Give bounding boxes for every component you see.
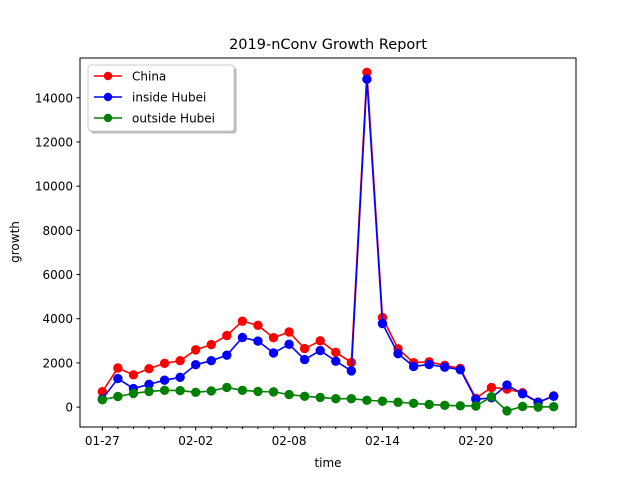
data-point-outside-hubei (159, 385, 170, 396)
axes-frame (79, 57, 577, 428)
legend-label-china: China (132, 70, 166, 84)
legend-label-inside-hubei: inside Hubei (132, 91, 206, 105)
y-axis: 0 2000 4000 6000 8000 10000 12000 14000 (35, 91, 80, 415)
data-point-outside-hubei (408, 398, 419, 409)
legend-marker-china (103, 71, 113, 81)
data-point-outside-hubei (284, 389, 294, 400)
data-point-outside-hubei (97, 395, 108, 405)
data-point-china (206, 339, 216, 350)
data-point-inside-hubei (331, 356, 341, 366)
data-point-china (299, 343, 310, 354)
y-tick-label: 0 (65, 401, 73, 415)
data-point-china (175, 356, 185, 366)
data-point-outside-hubei (128, 388, 139, 399)
data-point-outside-hubei (486, 392, 497, 402)
data-point-inside-hubei (206, 356, 216, 366)
data-point-inside-hubei (315, 345, 325, 356)
legend-marker-inside-hubei (103, 92, 113, 102)
data-point-inside-hubei (548, 391, 559, 401)
x-tick-label: 02-14 (365, 434, 400, 448)
legend-marker-outside-hubei (103, 113, 113, 123)
data-point-outside-hubei (315, 392, 325, 403)
data-point-outside-hubei (346, 394, 357, 404)
data-point-outside-hubei (424, 399, 434, 410)
data-point-inside-hubei (268, 348, 279, 358)
data-point-outside-hubei (253, 386, 263, 397)
data-point-inside-hubei (299, 354, 310, 365)
data-point-china (268, 333, 279, 343)
data-point-china (128, 370, 139, 380)
data-point-outside-hubei (268, 387, 279, 397)
data-point-china (159, 358, 170, 369)
data-point-inside-hubei (393, 348, 403, 359)
x-axis-label: time (314, 456, 341, 470)
data-point-outside-hubei (502, 406, 512, 416)
x-tick-label: 02-02 (178, 434, 213, 448)
data-point-china (113, 363, 123, 373)
data-point-outside-hubei (331, 394, 341, 404)
data-point-outside-hubei (206, 386, 216, 396)
data-point-china (191, 345, 201, 355)
data-point-outside-hubei (548, 401, 559, 412)
data-point-outside-hubei (362, 395, 372, 405)
plot-area (97, 67, 559, 416)
data-point-outside-hubei (144, 386, 154, 397)
data-point-inside-hubei (517, 389, 528, 399)
y-tick-label: 12000 (35, 135, 73, 149)
data-point-inside-hubei (284, 339, 294, 350)
x-tick-label: 01-27 (85, 434, 120, 448)
data-point-inside-hubei (346, 366, 357, 376)
data-point-inside-hubei (191, 359, 201, 370)
data-point-outside-hubei (237, 385, 248, 396)
data-point-inside-hubei (362, 74, 372, 84)
data-point-china (222, 330, 232, 341)
chart-title: 2019-nConv Growth Report (229, 37, 427, 53)
data-point-china (315, 336, 325, 346)
data-point-inside-hubei (237, 332, 248, 343)
data-point-outside-hubei (299, 391, 310, 401)
data-point-outside-hubei (455, 401, 465, 411)
x-tick-label: 02-08 (272, 434, 307, 448)
data-point-outside-hubei (191, 387, 201, 398)
data-point-outside-hubei (222, 382, 232, 393)
data-point-outside-hubei (471, 401, 481, 411)
data-point-inside-hubei (424, 359, 434, 370)
data-point-outside-hubei (377, 396, 388, 406)
data-point-inside-hubei (253, 336, 263, 346)
data-point-outside-hubei (113, 391, 123, 402)
data-point-inside-hubei (408, 361, 419, 372)
data-point-china (284, 327, 294, 337)
legend-label-outside-hubei: outside Hubei (132, 112, 215, 126)
data-point-inside-hubei (222, 350, 232, 360)
y-tick-label: 8000 (42, 224, 73, 238)
data-point-china (486, 382, 497, 393)
data-point-china (253, 320, 263, 331)
y-tick-label: 6000 (42, 268, 73, 282)
data-point-china (144, 363, 154, 374)
y-tick-label: 10000 (35, 180, 73, 194)
data-point-inside-hubei (440, 362, 450, 372)
x-axis: 01-27 02-02 02-08 02-14 02-20 (85, 427, 555, 448)
data-point-inside-hubei (175, 372, 185, 382)
x-tick-label: 02-20 (458, 434, 493, 448)
data-point-china (331, 347, 341, 358)
data-point-outside-hubei (393, 397, 403, 407)
data-point-inside-hubei (455, 365, 465, 375)
y-tick-label: 14000 (35, 91, 73, 105)
y-axis-label: growth (8, 221, 22, 263)
y-tick-label: 2000 (42, 356, 73, 370)
data-point-inside-hubei (502, 380, 512, 390)
data-point-outside-hubei (533, 402, 543, 412)
data-point-china (237, 316, 248, 326)
data-point-inside-hubei (113, 373, 123, 384)
data-point-outside-hubei (175, 385, 185, 396)
data-point-outside-hubei (440, 400, 450, 411)
y-tick-label: 4000 (42, 312, 73, 326)
legend-box (87, 64, 235, 132)
data-point-outside-hubei (517, 401, 528, 412)
data-point-inside-hubei (159, 375, 170, 385)
legend: China inside Hubei outside Hubei (87, 64, 237, 134)
data-point-inside-hubei (377, 318, 388, 329)
